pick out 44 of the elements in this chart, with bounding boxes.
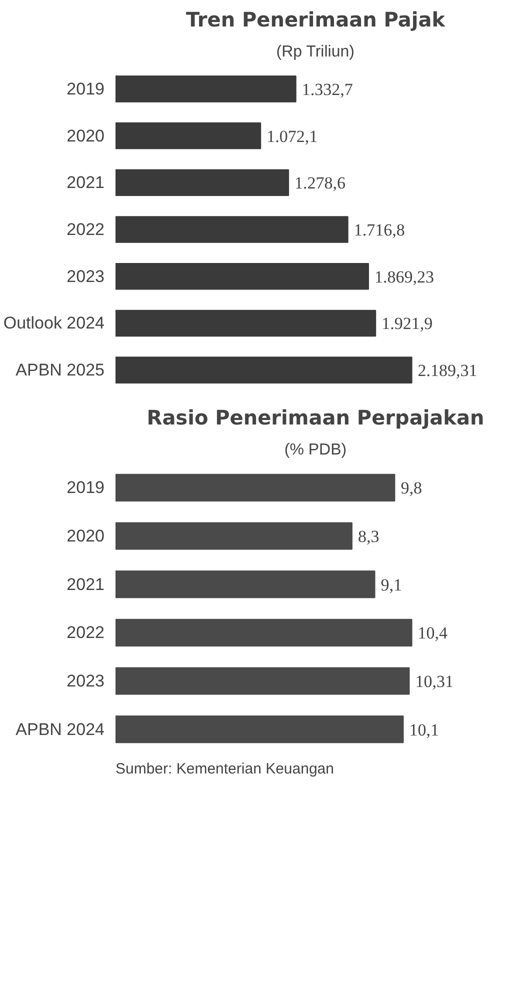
data-label: 1.072,1: [266, 126, 318, 146]
data-label: 9,1: [380, 575, 402, 594]
y-tick-label: 2019: [66, 79, 105, 98]
data-label: 1.869,23: [374, 267, 434, 286]
bar: [116, 522, 352, 550]
data-label: 10,1: [409, 720, 439, 740]
bar: [116, 570, 376, 598]
data-label: 2.189,31: [418, 361, 478, 380]
data-label: 1.278,6: [294, 174, 346, 193]
data-label: 9,8: [400, 478, 422, 498]
y-tick-label: APBN 2025: [16, 360, 105, 380]
bar: [116, 667, 410, 695]
data-label: 1.332,7: [302, 80, 354, 99]
bar: [116, 169, 290, 196]
chart-title: Rasio Penerimaan Perpajakan: [146, 406, 484, 430]
bar: [116, 122, 262, 150]
chart-subtitle: (% PDB): [284, 442, 347, 458]
data-label: 1.716,8: [354, 220, 405, 240]
y-tick-label: 2020: [66, 526, 105, 546]
bar: [116, 216, 348, 243]
chart-subtitle: (Rp Triliun): [276, 44, 354, 60]
bar: [116, 474, 396, 502]
data-label: 10,31: [415, 672, 454, 691]
y-tick-label: 2020: [66, 126, 105, 146]
data-label: 10,4: [418, 624, 448, 643]
data-label: 1.921,9: [382, 314, 433, 334]
data-label: 8,3: [358, 527, 380, 546]
chart-title: Tren Penerimaan Pajak: [186, 8, 446, 32]
bar: [116, 76, 296, 102]
y-tick-label: APBN 2024: [16, 720, 105, 739]
y-tick-label: Outlook 2024: [3, 314, 105, 333]
bar: [116, 618, 412, 646]
y-tick-label: 2019: [66, 478, 105, 498]
bar: [116, 310, 376, 337]
text: Sumber: Kementerian Keuangan: [116, 760, 334, 778]
y-tick-label: 2022: [66, 220, 105, 239]
y-tick-label: 2022: [66, 623, 105, 642]
y-tick-label: 2021: [66, 574, 105, 594]
y-tick-label: 2023: [66, 672, 105, 690]
bar: [116, 356, 412, 384]
bar: [116, 716, 404, 744]
y-tick-label: 2023: [66, 266, 105, 286]
y-tick-label: 2021: [66, 173, 105, 192]
bar: [116, 262, 369, 290]
